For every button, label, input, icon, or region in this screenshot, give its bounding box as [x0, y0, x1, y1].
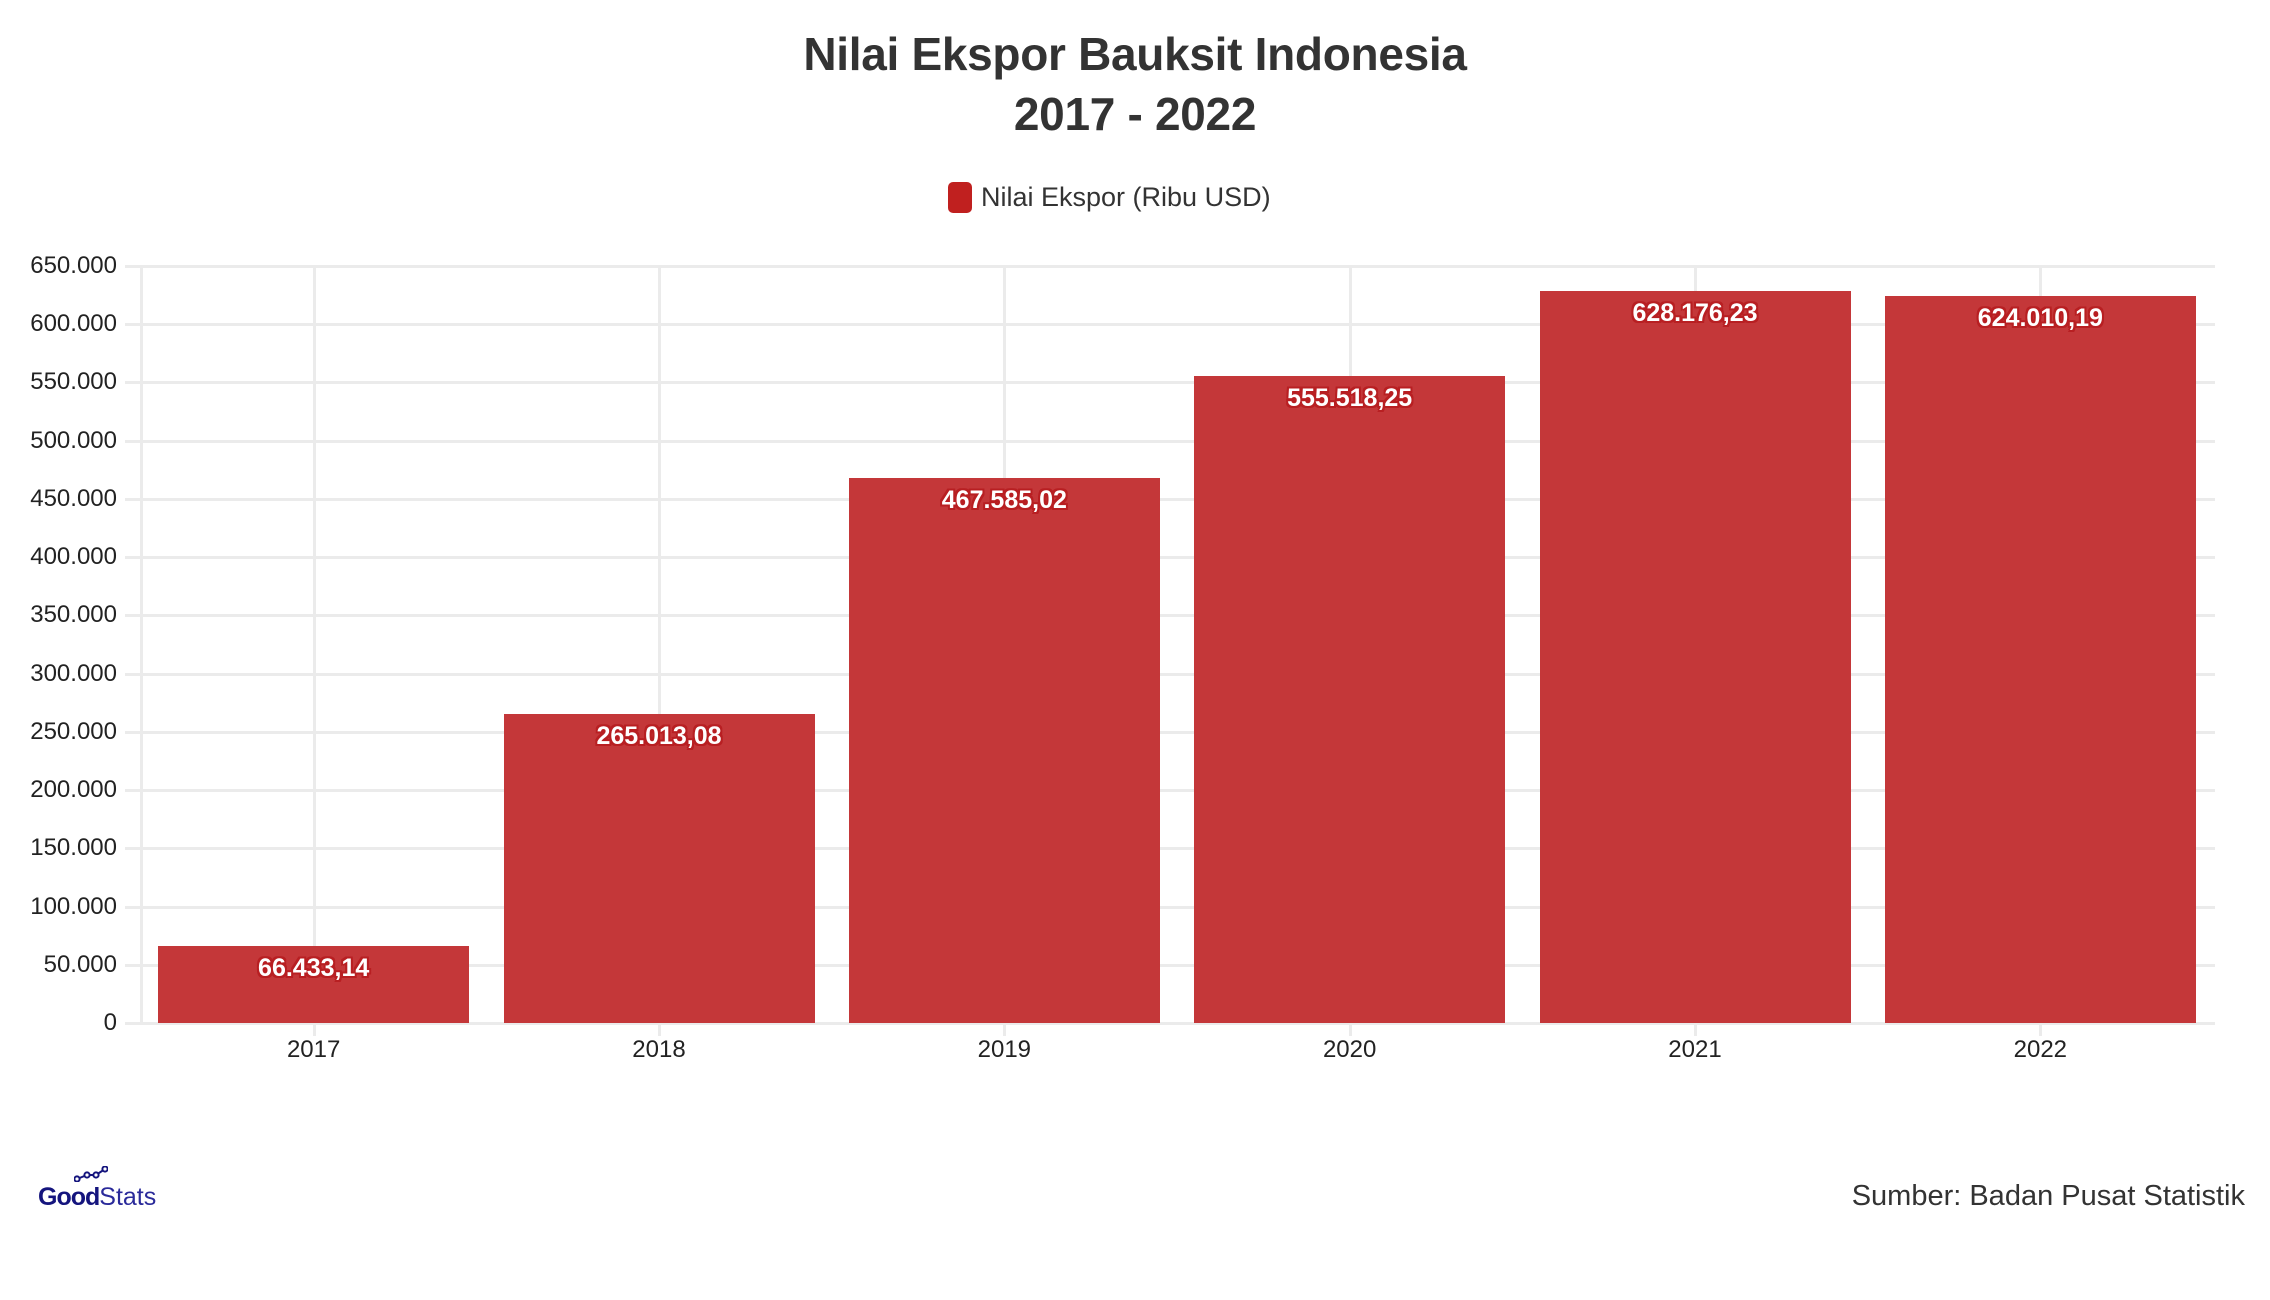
y-axis-tick-label: 0	[103, 1009, 117, 1036]
bar-value-label: 628.176,23	[1632, 299, 1758, 328]
horizontal-gridline	[125, 614, 2215, 618]
chart-subtitle-years: 2017 - 2022	[1013, 88, 1257, 140]
y-axis-tick-label: 150.000	[30, 834, 117, 862]
y-axis-tick-label: 500.000	[30, 426, 117, 454]
horizontal-gridline	[125, 381, 2215, 385]
source-note: Sumber: Badan Pusat Statistik	[1851, 1180, 2245, 1212]
bar-2022[interactable]: 624.010,19	[1884, 296, 2196, 1023]
bar-2021[interactable]: 628.176,23	[1539, 291, 1851, 1023]
bar-2020[interactable]: 555.518,25	[1194, 376, 1506, 1023]
horizontal-gridline	[125, 672, 2215, 676]
logo-stats-text: Stats	[99, 1183, 157, 1211]
horizontal-gridline	[125, 730, 2215, 734]
vertical-gridline	[312, 266, 316, 1036]
bar-2019[interactable]: 467.585,02	[848, 478, 1160, 1023]
y-axis-tick-label: 200.000	[30, 776, 117, 804]
logo-good-text: Good	[38, 1183, 100, 1211]
horizontal-gridline	[125, 323, 2215, 327]
bar-value-label: 66.433,14	[258, 953, 370, 982]
legend-swatch	[948, 181, 972, 213]
y-axis-tick-label: 550.000	[30, 368, 117, 396]
x-axis-tick-label: 2022	[2013, 1036, 2068, 1063]
horizontal-gridline	[125, 1022, 2215, 1025]
x-axis-tick-label: 2017	[286, 1036, 341, 1063]
vertical-gridline	[658, 266, 661, 1036]
x-axis-tick-label: 2018	[632, 1036, 686, 1063]
y-axis-tick-label: 400.000	[30, 543, 117, 571]
bar-value-label: 624.010,19	[1977, 304, 2103, 333]
vertical-gridline	[140, 266, 143, 1023]
y-axis-tick-label: 600.000	[30, 310, 117, 338]
horizontal-gridline	[125, 963, 2215, 967]
horizontal-gridline	[125, 905, 2215, 909]
y-axis-tick-label: 50.000	[43, 950, 117, 978]
horizontal-gridline	[125, 789, 2215, 793]
y-axis-tick-label: 350.000	[30, 601, 117, 629]
goodstats-logo: GoodStats	[38, 1166, 178, 1211]
y-axis-tick-label: 650.000	[30, 252, 117, 279]
trend-line-icon	[74, 1166, 108, 1182]
horizontal-gridline	[125, 556, 2215, 560]
horizontal-gridline	[125, 497, 2215, 501]
legend-label: Nilai Ekspor (Ribu USD)	[981, 181, 1271, 212]
x-axis-tick-label: 2020	[1322, 1036, 1377, 1063]
y-axis-tick-label: 300.000	[30, 659, 117, 687]
horizontal-gridline	[125, 847, 2215, 851]
chart-title: Nilai Ekspor Bauksit Indonesia	[803, 28, 1467, 80]
bar-value-label: 467.585,02	[941, 486, 1067, 515]
x-axis-tick-label: 2021	[1668, 1036, 1722, 1063]
y-axis-tick-label: 100.000	[30, 892, 117, 920]
horizontal-gridline	[125, 439, 2215, 443]
bar-2017[interactable]: 66.433,14	[158, 945, 470, 1023]
y-axis-tick-label: 450.000	[30, 484, 117, 512]
bar-2018[interactable]: 265.013,08	[503, 714, 815, 1023]
x-axis-tick-label: 2019	[977, 1036, 1032, 1063]
bar-value-label: 555.518,25	[1287, 384, 1413, 413]
bar-value-label: 265.013,08	[596, 722, 722, 751]
y-axis-tick-label: 250.000	[30, 717, 117, 745]
horizontal-gridline	[125, 265, 2215, 268]
legend[interactable]: Nilai Ekspor (Ribu USD)	[948, 180, 1271, 214]
